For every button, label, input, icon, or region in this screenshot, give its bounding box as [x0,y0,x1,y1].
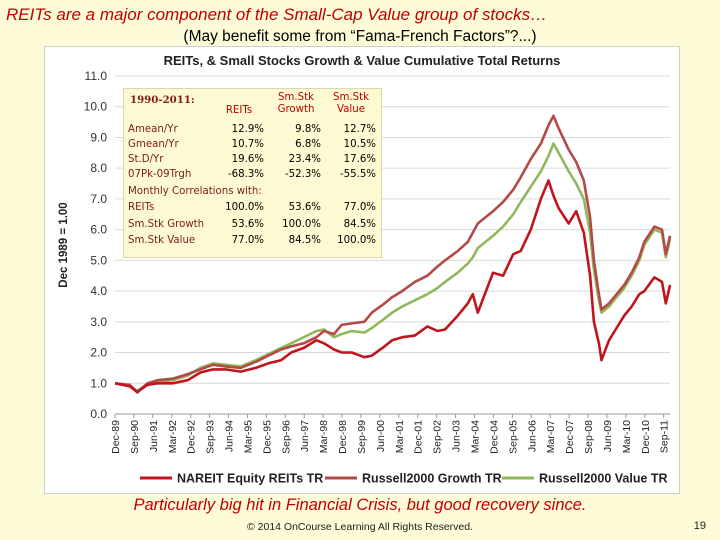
series-line-2 [114,142,672,393]
x-tick-label: Mar-92 [167,420,179,453]
copyright-notice: © 2014 OnCourse Learning All Rights Rese… [246,521,474,533]
legend-label: Russell2000 Growth TR [362,472,502,486]
x-tick-label: Sep-02 [432,420,444,454]
x-tick-label: Dec-89 [110,420,122,454]
x-tick-label: Sep-90 [129,420,141,454]
slide-subtitle: (May benefit some from “Fama-French Fact… [183,28,537,45]
page-number: 19 [693,520,706,532]
x-tick-label: Mar-98 [318,420,330,453]
table-cell: 100.0% [282,219,321,230]
y-tick-label: 2.0 [90,346,107,360]
chart-y-ticks: 0.0 1.0 2.0 3.0 4.0 5.0 6.0 7.0 8.0 9.0 10.0 11.0 [84,69,108,421]
table-cell: 100.0% [225,202,264,213]
x-tick-label: Mar-07 [545,420,557,453]
table-cell: 84.5% [343,219,376,230]
table-column-header: Sm.Stk Growth [269,92,323,116]
table-cell: 19.6% [231,154,264,165]
chart-legend: NAREIT Equity REITs TR Russell2000 Growth… [140,472,668,486]
series-line-0 [114,179,672,394]
legend-label: NAREIT Equity REITs TR [177,472,323,486]
table-cell: 23.4% [288,154,321,165]
table-row-label: Sm.Stk Growth [128,219,205,230]
x-tick-label: Dec-10 [640,420,652,454]
x-tick-label: Mar-95 [242,420,254,453]
y-tick-label: 6.0 [90,223,107,237]
table-cell: -68.3% [227,169,264,180]
y-tick-label: 7.0 [90,192,107,206]
cumulative-returns-chart: REITs, & Small Stocks Growth & Value Cum… [58,53,672,486]
table-cell: 9.8% [295,124,321,135]
y-tick-label: 0.0 [90,407,107,421]
x-tick-label: Dec-04 [488,420,500,454]
table-column-header: REITs [212,105,266,117]
x-tick-label: Dec-07 [564,420,576,454]
x-tick-label: Sep-96 [280,420,292,454]
table-column-header-line: Sm.Stk [333,92,369,103]
table-column-header-line: REITs [225,105,253,116]
x-tick-label: Jun-06 [526,420,538,452]
x-tick-label: Jun-97 [299,420,311,452]
series-line-1 [114,114,672,394]
x-tick-label: Jun-09 [602,420,614,452]
x-tick-label: Sep-99 [356,420,368,454]
x-tick-label: Mar-10 [621,420,633,453]
x-tick-label: Dec-95 [261,420,273,454]
table-column-header-line: Value [337,104,365,115]
table-period-label: 1990-2011: [130,94,195,106]
table-column-header-line: Growth [277,104,315,115]
chart-y-axis-label: Dec 1989 = 1.00 [58,202,70,287]
table-row-label: 07Pk-09Trgh [128,169,192,180]
table-correlation-title: Monthly Correlations with: [128,186,262,197]
slide-title: REITs are a major component of the Small… [6,5,548,24]
table-cell: 6.8% [295,139,321,150]
y-tick-label: 3.0 [90,315,107,329]
table-cell: 10.7% [231,139,264,150]
x-tick-label: Dec-98 [337,420,349,454]
table-cell: 17.6% [343,154,376,165]
legend-label: Russell2000 Value TR [539,472,668,486]
x-tick-label: Sep-93 [205,420,217,454]
x-tick-label: Jun-91 [148,420,160,452]
table-cell: -52.3% [284,169,321,180]
table-row-label: Sm.Stk Value [128,235,196,246]
chart-x-ticks: Dec-89 Sep-90 Jun-91 Mar-92 Dec-92 Sep-93 Jun-… [110,414,671,454]
x-tick-label: Sep-11 [659,420,671,453]
statistics-table: 1990-2011: REITs Sm.Stk Growth Sm.Stk Value Am… [123,88,382,258]
chart-series [114,114,672,394]
x-tick-label: Sep-08 [583,420,595,454]
table-cell: 77.0% [231,235,264,246]
table-cell: 77.0% [343,202,376,213]
x-tick-label: Jun-00 [375,420,387,452]
table-cell: 100.0% [337,235,376,246]
x-tick-label: Mar-04 [469,420,481,453]
y-tick-label: 10.0 [84,100,108,114]
table-column-header: Sm.Stk Value [324,92,378,116]
x-tick-label: Mar-01 [394,420,406,453]
x-tick-label: Jun-03 [451,420,463,452]
table-cell: 12.9% [231,124,264,135]
y-tick-label: 11.0 [85,69,108,83]
table-cell: 84.5% [288,235,321,246]
table-cell: 10.5% [343,139,376,150]
table-row-label: Gmean/Yr [128,139,179,150]
table-row-label: Amean/Yr [128,124,178,135]
x-tick-label: Dec-92 [186,420,198,454]
x-tick-label: Jun-94 [224,420,236,452]
chart-title: REITs, & Small Stocks Growth & Value Cum… [164,53,561,68]
y-tick-label: 5.0 [90,253,107,267]
y-tick-label: 8.0 [90,161,107,175]
table-cell: -55.5% [339,169,376,180]
x-tick-label: Sep-05 [507,420,519,454]
y-tick-label: 4.0 [90,284,107,298]
table-cell: 53.6% [231,219,264,230]
table-cell: 12.7% [343,124,376,135]
slide-caption: Particularly big hit in Financial Crisis… [133,496,587,514]
y-tick-label: 9.0 [90,130,107,144]
table-row-label: St.D/Yr [128,154,164,165]
table-column-header-line: Sm.Stk [278,92,314,103]
y-tick-label: 1.0 [90,376,107,390]
table-cell: 53.6% [288,202,321,213]
x-tick-label: Dec-01 [413,420,425,454]
table-row-label: REITs [128,202,155,213]
